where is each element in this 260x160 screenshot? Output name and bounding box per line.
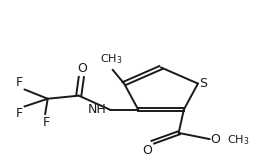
Text: F: F: [16, 76, 23, 89]
Text: O: O: [210, 133, 220, 146]
Text: O: O: [142, 144, 152, 157]
Text: S: S: [200, 77, 208, 90]
Text: O: O: [78, 62, 88, 75]
Text: F: F: [43, 116, 50, 129]
Text: CH$_3$: CH$_3$: [226, 133, 249, 147]
Text: F: F: [16, 107, 23, 120]
Text: NH: NH: [88, 103, 106, 116]
Text: CH$_3$: CH$_3$: [100, 52, 122, 66]
